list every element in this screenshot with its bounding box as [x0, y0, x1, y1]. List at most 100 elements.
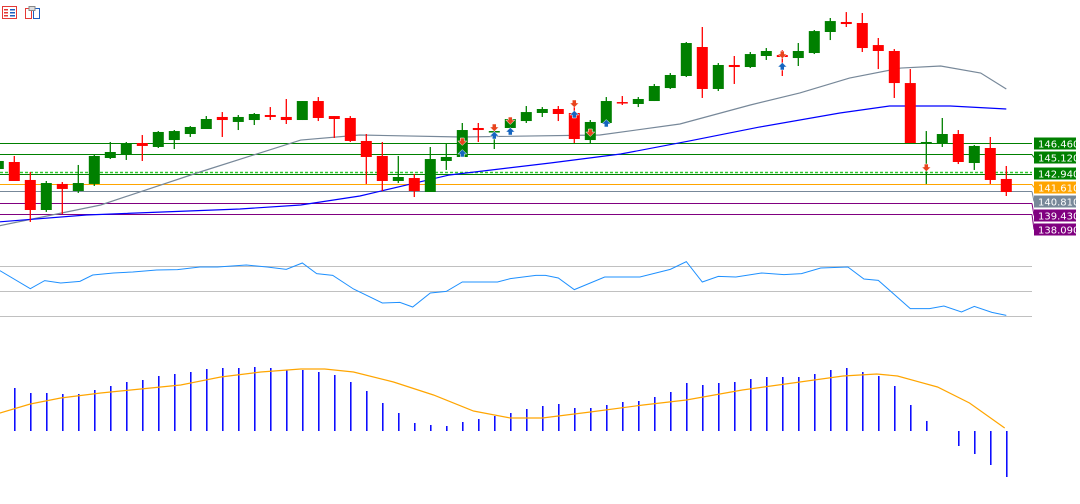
candle-body: [216, 116, 228, 121]
candle[interactable]: [440, 144, 452, 170]
candle[interactable]: [712, 63, 724, 92]
candle[interactable]: [104, 141, 116, 160]
candle[interactable]: [360, 134, 372, 184]
price-label-connector: [1031, 203, 1035, 216]
candle-body: [520, 112, 532, 122]
candle[interactable]: [392, 155, 404, 184]
candle[interactable]: [136, 135, 148, 161]
candle-body: [728, 64, 740, 68]
candle[interactable]: [696, 26, 708, 98]
candle[interactable]: [424, 146, 436, 193]
candle[interactable]: [376, 141, 388, 191]
candle-body: [824, 21, 836, 32]
template-icon[interactable]: [25, 4, 40, 19]
candle[interactable]: [632, 97, 644, 108]
candle[interactable]: [664, 73, 676, 89]
candle[interactable]: [216, 112, 228, 137]
signal-line: [0, 368, 1006, 429]
candle[interactable]: [0, 159, 4, 171]
price-level-label: 146.460: [1038, 140, 1079, 151]
candle-body: [440, 156, 452, 161]
candle[interactable]: [184, 126, 196, 137]
candle[interactable]: [280, 98, 292, 125]
candle[interactable]: [904, 69, 916, 143]
candle[interactable]: [408, 173, 420, 198]
candle-body: [744, 54, 756, 68]
candle-body: [312, 101, 324, 118]
price-level-labels: 146.460 145.120 142.940 141.610 140.810 139.4…: [1031, 137, 1079, 237]
candle-body: [72, 183, 84, 191]
candle[interactable]: [536, 107, 548, 117]
candle-body: [856, 23, 868, 49]
candle[interactable]: [40, 180, 52, 212]
candle[interactable]: [952, 130, 964, 165]
candle[interactable]: [344, 116, 356, 142]
sell-arrow-icon[interactable]: [505, 116, 516, 125]
candle[interactable]: [312, 97, 324, 122]
candle[interactable]: [840, 12, 852, 27]
sell-arrow-icon[interactable]: [585, 128, 596, 137]
candle[interactable]: [936, 117, 948, 147]
candle-body: [120, 143, 132, 155]
candle[interactable]: [328, 116, 340, 138]
sell-arrow-icon[interactable]: [569, 99, 580, 108]
candle[interactable]: [888, 49, 900, 98]
candle[interactable]: [968, 145, 980, 170]
candle[interactable]: [648, 83, 660, 102]
sell-arrow-icon[interactable]: [457, 137, 468, 146]
candle-body: [904, 83, 916, 143]
candle-body: [280, 116, 292, 121]
candle[interactable]: [728, 55, 740, 84]
buy-arrow-icon[interactable]: [569, 110, 580, 119]
candle[interactable]: [680, 42, 692, 78]
price-level-label: 139.430: [1038, 212, 1079, 223]
candle-body: [152, 131, 164, 147]
candle-body: [760, 50, 772, 56]
candle[interactable]: [232, 115, 244, 131]
candle[interactable]: [824, 18, 836, 41]
candle[interactable]: [792, 43, 804, 67]
candle[interactable]: [872, 38, 884, 70]
candle[interactable]: [168, 130, 180, 150]
buy-arrow-icon[interactable]: [777, 62, 788, 71]
candle[interactable]: [808, 30, 820, 55]
candle[interactable]: [856, 13, 868, 53]
price-label-connector: [1031, 184, 1035, 188]
candle[interactable]: [248, 112, 260, 126]
candle[interactable]: [552, 106, 564, 122]
candle[interactable]: [56, 182, 68, 214]
candle[interactable]: [120, 141, 132, 160]
candle-body: [296, 101, 308, 121]
candle[interactable]: [1000, 165, 1012, 196]
candle[interactable]: [200, 116, 212, 130]
candle-body: [104, 151, 116, 159]
candle[interactable]: [616, 96, 628, 106]
candle-body: [632, 98, 644, 104]
ma-fast-line: [0, 105, 1007, 223]
candle[interactable]: [472, 122, 484, 142]
candle[interactable]: [72, 164, 84, 193]
buy-arrow-icon[interactable]: [601, 119, 612, 128]
sell-arrow-icon[interactable]: [921, 163, 932, 172]
candle[interactable]: [296, 101, 308, 121]
sell-arrow-icon[interactable]: [489, 123, 500, 132]
ma-slow-line: [0, 65, 1007, 227]
buy-arrow-icon[interactable]: [505, 127, 516, 136]
candle[interactable]: [24, 172, 36, 222]
candle[interactable]: [152, 131, 164, 149]
candle[interactable]: [520, 106, 532, 123]
candle[interactable]: [264, 107, 276, 121]
candle[interactable]: [920, 131, 932, 184]
candle[interactable]: [744, 52, 756, 69]
candle[interactable]: [8, 155, 20, 181]
price-label-connector: [1031, 191, 1035, 202]
toolbar: [2, 4, 40, 19]
candle[interactable]: [88, 154, 100, 186]
buy-arrow-icon[interactable]: [457, 149, 468, 158]
candle[interactable]: [760, 48, 772, 60]
candle[interactable]: [984, 136, 996, 184]
buy-arrow-icon[interactable]: [489, 131, 500, 140]
sell-arrow-icon[interactable]: [777, 50, 788, 59]
data-window-icon[interactable]: [2, 4, 17, 19]
